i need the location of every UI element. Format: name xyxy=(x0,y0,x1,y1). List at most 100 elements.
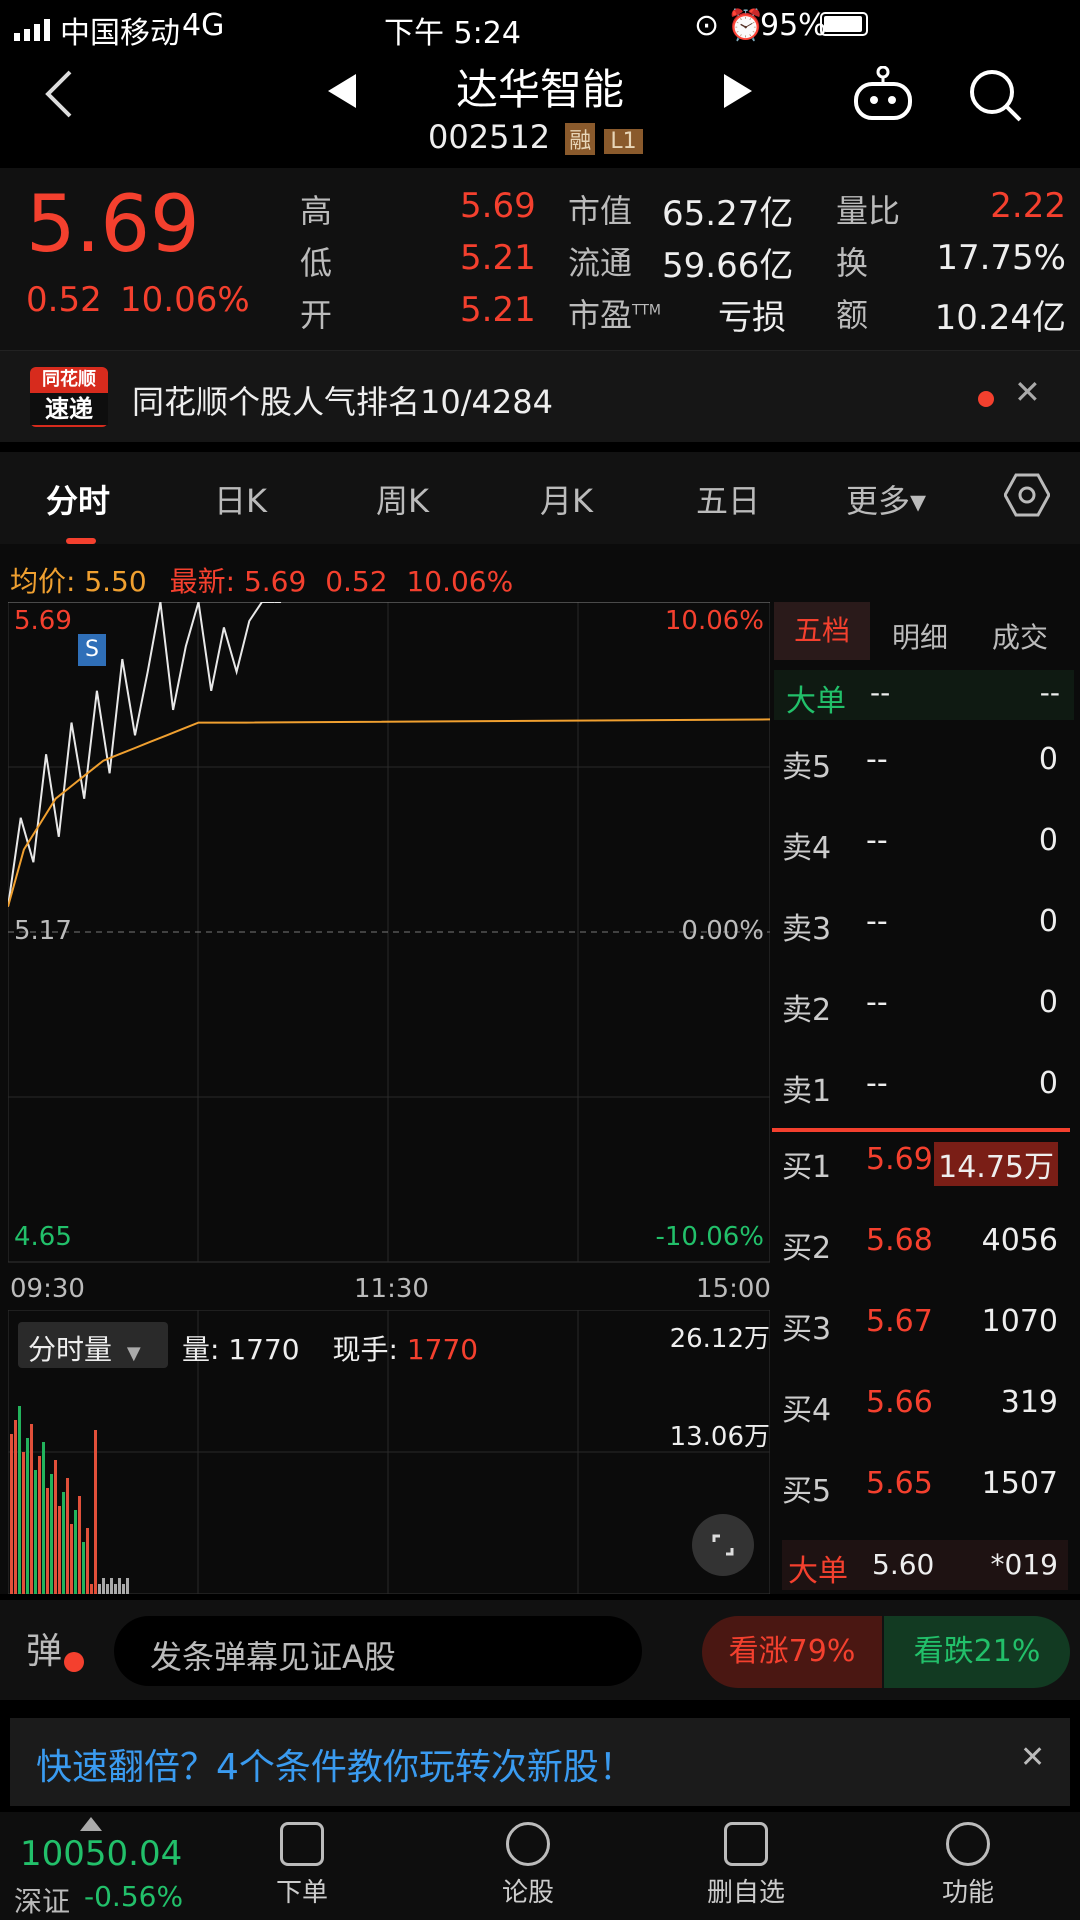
tab-more[interactable]: 更多▾ xyxy=(846,482,927,520)
volume-bar xyxy=(66,1478,69,1594)
nav-remove-watchlist[interactable]: 删自选 xyxy=(666,1812,826,1909)
next-stock-icon[interactable] xyxy=(724,74,754,112)
robot-assistant-icon[interactable] xyxy=(852,65,914,126)
sell-level-row[interactable]: 卖5 -- 0 xyxy=(782,742,1068,802)
signal-marker[interactable]: S xyxy=(78,634,106,666)
orderbook-tab-trades[interactable]: 成交 xyxy=(992,621,1049,654)
order-doc-icon xyxy=(280,1822,324,1866)
buy-level-row[interactable]: 买5 5.65 1507 xyxy=(782,1466,1068,1526)
bottom-big-price: 5.60 xyxy=(872,1548,935,1581)
bear-button[interactable]: 看跌21% xyxy=(884,1616,1070,1688)
tab-monthly-k[interactable]: 月K xyxy=(540,482,593,520)
buy-level-volume: 1507 xyxy=(981,1466,1058,1501)
volume-type-label: 分时量 xyxy=(28,1333,113,1366)
clock: 下午 5:24 xyxy=(384,16,521,51)
volume-bar xyxy=(30,1424,33,1594)
buy-level-name: 买1 xyxy=(782,1150,832,1185)
sell-level-volume: 0 xyxy=(1038,1066,1058,1101)
nav-discuss-label: 论股 xyxy=(501,1878,554,1908)
stock-header: 达华智能 002512 融 L1 xyxy=(0,56,1080,168)
buy-level-price: 5.66 xyxy=(866,1385,933,1420)
settings-hex-icon[interactable] xyxy=(1003,472,1051,522)
sell-level-row[interactable]: 卖3 -- 0 xyxy=(782,904,1068,964)
nav-order[interactable]: 下单 xyxy=(222,1812,382,1909)
tab-intraday[interactable]: 分时 xyxy=(46,482,111,520)
volume-type-dropdown[interactable]: 分时量 ▼ xyxy=(18,1322,168,1368)
sell-level-row[interactable]: 卖4 -- 0 xyxy=(782,823,1068,883)
level-badge: L1 xyxy=(604,129,643,154)
tab-daily-k[interactable]: 日K xyxy=(214,482,267,520)
stock-code: 002512 xyxy=(428,118,551,156)
volume-bar xyxy=(22,1452,25,1594)
volume-bar xyxy=(42,1442,45,1594)
orderbook: 五档 明细 成交 大单 -- -- xyxy=(774,602,1074,1592)
orderbook-tab-detail[interactable]: 明细 xyxy=(892,621,949,654)
volume-bar xyxy=(46,1488,49,1594)
tab-weekly-k[interactable]: 周K xyxy=(376,482,429,520)
danmu-input[interactable]: 发条弹幕见证A股 xyxy=(114,1616,642,1686)
nav-discuss[interactable]: 论股 xyxy=(448,1812,608,1909)
volume-bar xyxy=(74,1510,77,1594)
back-icon[interactable] xyxy=(40,64,90,124)
orderbook-tab-five[interactable]: 五档 xyxy=(774,602,870,660)
nav-functions[interactable]: 功能 xyxy=(888,1812,1048,1909)
volume-bar xyxy=(90,1584,93,1594)
sell-level-row[interactable]: 卖2 -- 0 xyxy=(782,985,1068,1045)
orderbook-divider xyxy=(772,1128,1070,1132)
prev-stock-icon[interactable] xyxy=(328,74,358,112)
buy-level-row[interactable]: 买1 5.69 14.75万 xyxy=(782,1142,1068,1202)
battery-percent: 95% xyxy=(760,8,827,43)
x-label-close: 15:00 xyxy=(696,1274,771,1304)
volume-bar xyxy=(34,1470,37,1594)
buy-level-name: 买2 xyxy=(782,1231,832,1266)
vol-value: 1770 xyxy=(228,1333,300,1366)
menu-circle-icon xyxy=(946,1822,990,1866)
hand-value: 1770 xyxy=(406,1333,479,1366)
buy-level-row[interactable]: 买2 5.68 4056 xyxy=(782,1223,1068,1283)
bottom-big-label: 大单 xyxy=(788,1554,848,1589)
volume-chart[interactable] xyxy=(8,1310,770,1594)
intraday-chart[interactable] xyxy=(8,602,770,1342)
lock-rotation-icon: ⊙ xyxy=(694,8,720,43)
ad-close-icon[interactable]: ✕ xyxy=(1020,1740,1046,1775)
nav-order-label: 下单 xyxy=(275,1878,328,1908)
chart-area: 均价: 5.50 最新: 5.69 0.52 10.06% 5.69 5.17 … xyxy=(0,544,1080,1594)
tab-five-day[interactable]: 五日 xyxy=(696,482,761,520)
tab-active-indicator xyxy=(66,538,96,544)
danmu-placeholder: 发条弹幕见证A股 xyxy=(150,1638,396,1676)
buy-level-volume: 319 xyxy=(1000,1385,1058,1420)
carrier: 中国移动 xyxy=(60,16,180,51)
last-price: 5.69 xyxy=(26,180,200,270)
expand-up-icon[interactable] xyxy=(80,1816,102,1835)
close-icon[interactable]: ✕ xyxy=(1014,373,1041,411)
search-icon[interactable] xyxy=(968,68,1024,128)
orderbook-tab-five-label: 五档 xyxy=(793,614,850,647)
buy-level-row[interactable]: 买4 5.66 319 xyxy=(782,1385,1068,1445)
sell-level-row[interactable]: 卖1 -- 0 xyxy=(782,1066,1068,1126)
danmu-toggle[interactable]: 弹 xyxy=(26,1622,86,1680)
fullscreen-icon[interactable] xyxy=(692,1514,754,1576)
latest-chg: 0.52 xyxy=(325,565,388,598)
bull-button[interactable]: 看涨79% xyxy=(702,1616,882,1688)
index-change: -0.56% xyxy=(84,1880,184,1913)
logo-bottom-text: 速递 xyxy=(30,393,108,425)
y-right-bottom: -10.06% xyxy=(655,1222,764,1252)
big-order-v1: -- xyxy=(870,676,891,709)
popularity-banner[interactable]: 同花顺 速递 同花顺个股人气排名10/4284 ✕ xyxy=(0,350,1080,442)
volume-bar xyxy=(86,1528,89,1594)
network-type: 4G xyxy=(182,8,225,43)
chart-info-row: 均价: 5.50 最新: 5.69 0.52 10.06% xyxy=(10,560,513,600)
bull-label: 看涨79% xyxy=(728,1634,856,1669)
unread-dot-icon xyxy=(978,391,994,407)
low-value: 5.21 xyxy=(460,238,536,278)
buy-level-price: 5.69 xyxy=(866,1142,933,1177)
buy-level-row[interactable]: 买3 5.67 1070 xyxy=(782,1304,1068,1364)
sell-level-price: -- xyxy=(866,823,888,858)
index-value[interactable]: 10050.04 xyxy=(20,1834,183,1874)
danmu-row: 弹 发条弹幕见证A股 看涨79% 看跌21% xyxy=(0,1600,1080,1700)
caret-down-icon: ▼ xyxy=(126,1343,141,1364)
volume-bar xyxy=(122,1584,125,1594)
ad-banner[interactable]: 快速翻倍？4个条件教你玩转次新股！ ✕ xyxy=(10,1718,1070,1806)
sell-level-name: 卖4 xyxy=(782,831,832,866)
big-order-label: 大单 xyxy=(786,684,846,719)
